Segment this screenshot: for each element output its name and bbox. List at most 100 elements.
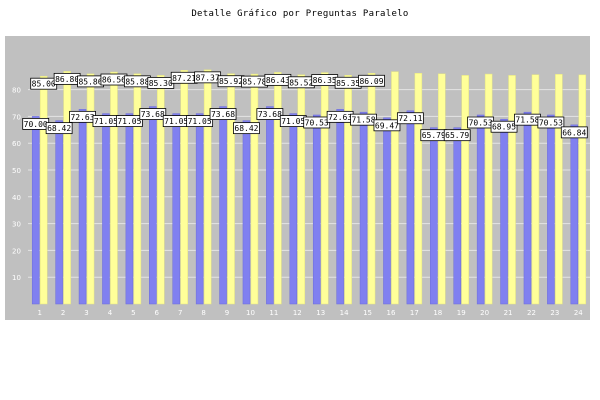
- value-label: 70.53: [467, 116, 495, 129]
- value-label-box: [490, 120, 518, 133]
- value-label-box: [233, 122, 260, 135]
- x-tick-label: 21: [504, 309, 513, 317]
- value-label-text: 86.80: [55, 75, 79, 84]
- value-label: 65.79: [443, 129, 471, 142]
- bar: [523, 111, 532, 305]
- bar: [102, 113, 110, 305]
- value-label: 70.00: [22, 118, 50, 130]
- bar: [195, 113, 204, 305]
- value-label-text: 85.86: [78, 77, 102, 86]
- x-tick-label: 16: [386, 309, 395, 317]
- value-label-box: [139, 108, 167, 120]
- x-tick-label: 10: [246, 309, 255, 317]
- bar: [219, 106, 227, 305]
- y-tick-label: 60: [12, 140, 21, 148]
- value-label: 65.79: [420, 129, 448, 142]
- value-label-text: 87.21: [172, 74, 196, 83]
- value-label: 71.58: [514, 113, 541, 126]
- value-label: 85.88: [123, 75, 151, 88]
- x-tick-label: 3: [84, 309, 88, 317]
- bar: [484, 73, 493, 305]
- value-label-text: 86.56: [102, 76, 126, 85]
- value-label-text: 68.42: [47, 124, 71, 133]
- bar: [547, 114, 555, 305]
- value-label: 69.47: [373, 119, 401, 132]
- value-label-text: 86.43: [266, 76, 290, 85]
- value-label-text: 65.79: [422, 131, 446, 140]
- value-label: 85.78: [241, 75, 268, 88]
- value-label: 70.53: [537, 116, 565, 129]
- value-label-text: 71.05: [164, 117, 188, 126]
- y-tick-label: 40: [12, 194, 21, 202]
- value-label-text: 71.58: [351, 116, 375, 125]
- bar: [531, 74, 540, 305]
- value-label-box: [537, 116, 565, 129]
- bar: [149, 106, 157, 305]
- value-label-text: 85.00: [32, 80, 56, 89]
- bar: [461, 75, 469, 305]
- value-label-box: [373, 119, 401, 132]
- value-label: 85.86: [77, 75, 104, 88]
- bar: [39, 75, 48, 305]
- x-tick-label: 13: [316, 309, 325, 317]
- y-tick-label: 50: [12, 167, 21, 175]
- x-tick-label: 8: [201, 309, 205, 317]
- bar: [203, 69, 212, 305]
- bar: [500, 118, 508, 305]
- value-label-box: [256, 108, 284, 120]
- value-label: 86.80: [53, 72, 81, 85]
- value-label: 68.42: [45, 122, 73, 135]
- value-label: 87.21: [170, 71, 198, 84]
- value-label-text: 85.30: [149, 79, 173, 88]
- bar: [172, 113, 180, 305]
- x-tick-label: 15: [363, 309, 372, 317]
- value-label: 66.84: [560, 126, 588, 139]
- value-label-text: 86.35: [313, 76, 337, 85]
- value-label-text: 85.52: [289, 78, 313, 87]
- value-label: 85.35: [334, 76, 362, 89]
- y-tick-label: 80: [12, 87, 21, 95]
- value-label-text: 70.53: [305, 118, 329, 127]
- bar: [383, 117, 391, 305]
- y-tick-label: 30: [12, 221, 21, 229]
- value-label-text: 66.84: [562, 128, 586, 137]
- value-label: 68.42: [233, 122, 260, 135]
- bar: [312, 114, 321, 305]
- bar: [31, 116, 40, 305]
- value-label-box: [186, 115, 214, 127]
- x-tick-label: 20: [480, 309, 489, 317]
- value-label-text: 68.95: [492, 123, 516, 132]
- x-tick-label: 5: [131, 309, 135, 317]
- value-label-text: 69.47: [375, 121, 399, 130]
- x-tick-label: 9: [225, 309, 229, 317]
- value-label-box: [560, 126, 588, 139]
- bar: [266, 106, 274, 305]
- bar: [180, 70, 188, 305]
- x-tick-label: 23: [550, 309, 559, 317]
- bar: [86, 73, 95, 305]
- value-label-text: 71.05: [117, 117, 141, 126]
- value-label: 72.63: [326, 110, 354, 123]
- value-label-box: [396, 112, 424, 125]
- value-label: 73.68: [209, 108, 237, 120]
- value-label-text: 70.00: [24, 120, 48, 129]
- bar: [453, 127, 461, 305]
- bar: [250, 73, 259, 305]
- y-tick-label: 20: [12, 247, 21, 255]
- value-label-text: 72.63: [328, 113, 352, 122]
- x-tick-label: 12: [293, 309, 302, 317]
- bar: [430, 127, 438, 305]
- bar: [359, 111, 368, 305]
- value-label: 68.95: [490, 120, 518, 133]
- bar: [55, 120, 63, 305]
- value-label-text: 85.88: [125, 77, 149, 86]
- bar: [555, 74, 563, 305]
- bar: [242, 120, 251, 305]
- bar: [125, 113, 134, 305]
- value-label-text: 71.05: [94, 117, 118, 126]
- bar: [110, 71, 118, 305]
- bar: [78, 109, 87, 305]
- value-label: 85.00: [30, 77, 58, 90]
- value-label-box: [209, 108, 237, 120]
